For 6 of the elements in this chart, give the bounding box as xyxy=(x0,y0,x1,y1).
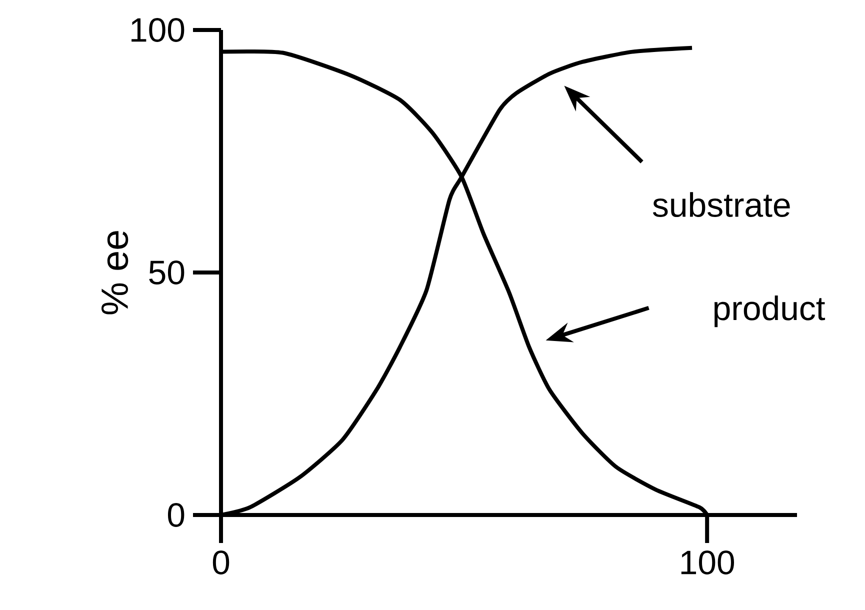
y-axis-title: % ee xyxy=(101,231,128,314)
y-tick-label: 100 xyxy=(132,18,184,42)
y-tick-label: 0 xyxy=(168,502,184,527)
annotation: substrate xyxy=(652,192,790,218)
y-tick-label: 50 xyxy=(149,260,184,284)
annotation: product xyxy=(714,295,826,328)
